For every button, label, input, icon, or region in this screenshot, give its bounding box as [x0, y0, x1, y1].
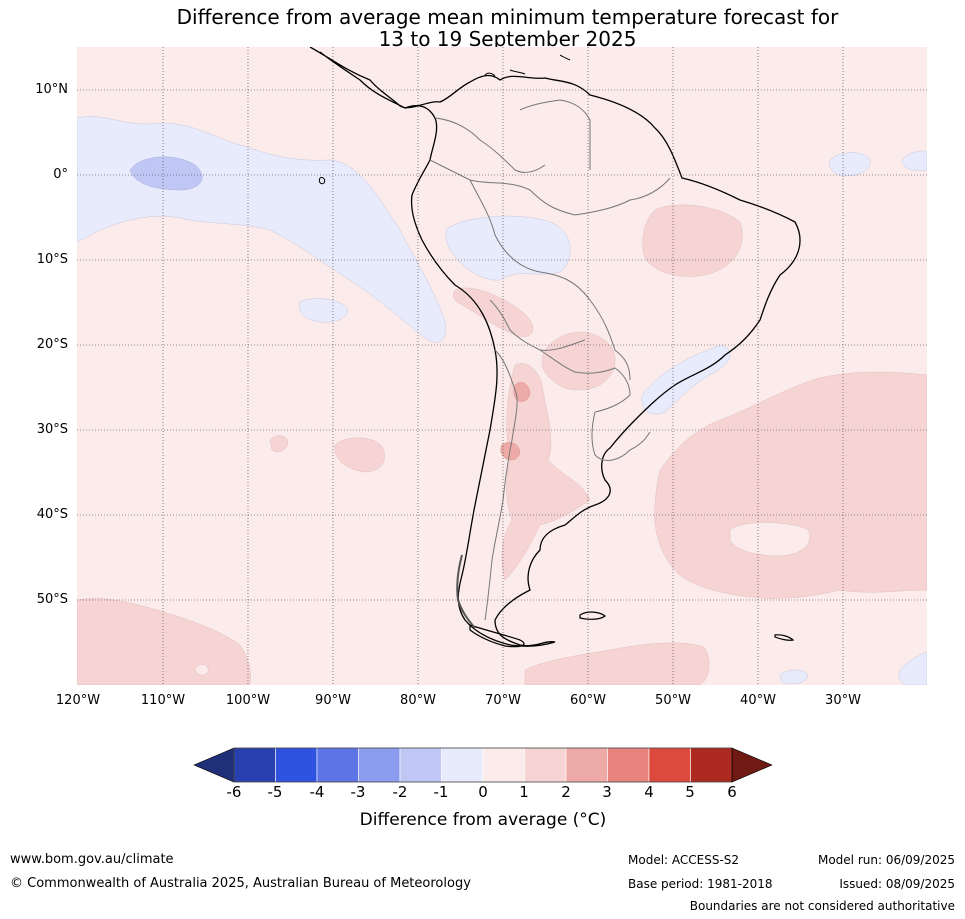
- colorbar-outline: [233, 747, 733, 783]
- colorbar-tick: 6: [727, 783, 737, 801]
- cool-anomaly-south-atlantic-edge: [898, 651, 927, 685]
- neutral-hole-south-atlantic: [729, 522, 810, 557]
- colorbar-tick: -1: [433, 783, 449, 801]
- lat-label-10n: 10°N: [35, 82, 68, 97]
- lon-label-120w: 120°W: [55, 693, 101, 708]
- graticule: [77, 47, 927, 685]
- colorbar-swatch: [690, 747, 733, 783]
- forecast-field: [77, 47, 927, 685]
- warm-anomaly-pacific-patch: [334, 437, 385, 473]
- colorbar-extend-low: [193, 747, 235, 783]
- colorbar-swatch: [648, 747, 691, 783]
- colorbar-swatch: [316, 747, 359, 783]
- map-title-line-1: Difference from average mean minimum tem…: [176, 5, 839, 29]
- footer-website: www.bom.gov.au/climate: [10, 852, 174, 867]
- lat-label-40s: 40°S: [36, 507, 68, 522]
- colorbar-tick: -6: [226, 783, 242, 801]
- colorbar-tick: -4: [309, 783, 325, 801]
- lon-label-30w: 30°W: [825, 693, 861, 708]
- warm-anomaly-northeast-brazil: [642, 204, 743, 277]
- national-boundaries: [429, 99, 671, 621]
- footer-copyright: © Commonwealth of Australia 2025, Austra…: [10, 876, 471, 891]
- warm-anomaly-pacific-dot: [269, 435, 289, 452]
- colorbar: [193, 747, 773, 783]
- colorbar-tick: 5: [685, 783, 695, 801]
- colorbar-swatch: [358, 747, 401, 783]
- map-title-line-2: 13 to 19 September 2025: [378, 27, 637, 51]
- colorbar-tick: -3: [350, 783, 366, 801]
- colorbar-swatch: [275, 747, 318, 783]
- colorbar-label: Difference from average (°C): [359, 810, 607, 830]
- lon-label-70w: 70°W: [485, 693, 521, 708]
- footer-model-run: Model run: 06/09/2025: [817, 853, 955, 867]
- colorbar-swatch: [607, 747, 650, 783]
- footer-issued: Issued: 08/09/2025: [839, 877, 955, 891]
- cool-anomaly-atlantic-edge: [901, 150, 927, 171]
- lon-label-80w: 80°W: [400, 693, 436, 708]
- colorbar-tick: 3: [602, 783, 612, 801]
- colorbar-tick: 0: [478, 783, 488, 801]
- neutral-hole-southern-pacific: [194, 664, 209, 676]
- lon-label-50w: 50°W: [655, 693, 691, 708]
- cool-anomaly-central-pacific-core: [129, 156, 203, 191]
- footer-disclaimer: Boundaries are not considered authoritat…: [689, 899, 955, 913]
- footer-base-period: Base period: 1981-2018: [628, 877, 773, 891]
- cool-anomaly-south-atlantic-small: [779, 669, 809, 685]
- cool-anomaly-pacific-small: [299, 298, 348, 323]
- footer-model: Model: ACCESS-S2: [628, 853, 740, 867]
- warm-anomaly-south-atlantic: [654, 371, 927, 599]
- south-america-coastline: [309, 47, 801, 647]
- colorbar-swatch: [399, 747, 442, 783]
- lat-label-20s: 20°S: [36, 337, 68, 352]
- colorbar-tick: 4: [644, 783, 654, 801]
- galapagos: [318, 177, 326, 185]
- cool-anomaly-amazon: [445, 215, 571, 281]
- colorbar-swatch: [524, 747, 567, 783]
- lon-label-110w: 110°W: [140, 693, 186, 708]
- falkland-islands: [579, 611, 606, 620]
- lat-label-10s: 10°S: [36, 252, 68, 267]
- colorbar-extend-high: [731, 747, 773, 783]
- colorbar-tick: -2: [392, 783, 408, 801]
- colorbar-swatch: [565, 747, 608, 783]
- warm-anomaly-southern-andes: [501, 363, 591, 581]
- warm-anomaly-drake-passage: [524, 642, 710, 685]
- caribbean-islands: [484, 54, 571, 77]
- cool-anomaly-atlantic-north: [829, 152, 871, 176]
- colorbar-tick: 2: [561, 783, 571, 801]
- warm-anomaly-2-to-3-andes-north: [513, 382, 531, 402]
- lat-label-0: 0°: [53, 167, 68, 182]
- lat-label-50s: 50°S: [36, 592, 68, 607]
- tierra-del-fuego: [469, 624, 525, 648]
- lat-label-30s: 30°S: [36, 422, 68, 437]
- south-georgia: [774, 634, 795, 641]
- colorbar-tick: -5: [267, 783, 283, 801]
- lon-label-100w: 100°W: [225, 693, 271, 708]
- colorbar-swatch: [482, 747, 525, 783]
- colorbar-tick: 1: [519, 783, 529, 801]
- warm-anomaly-chaco: [541, 332, 616, 391]
- lon-label-40w: 40°W: [740, 693, 776, 708]
- lon-label-90w: 90°W: [315, 693, 351, 708]
- colorbar-swatch: [233, 747, 276, 783]
- colorbar-swatch: [441, 747, 484, 783]
- lon-label-60w: 60°W: [570, 693, 606, 708]
